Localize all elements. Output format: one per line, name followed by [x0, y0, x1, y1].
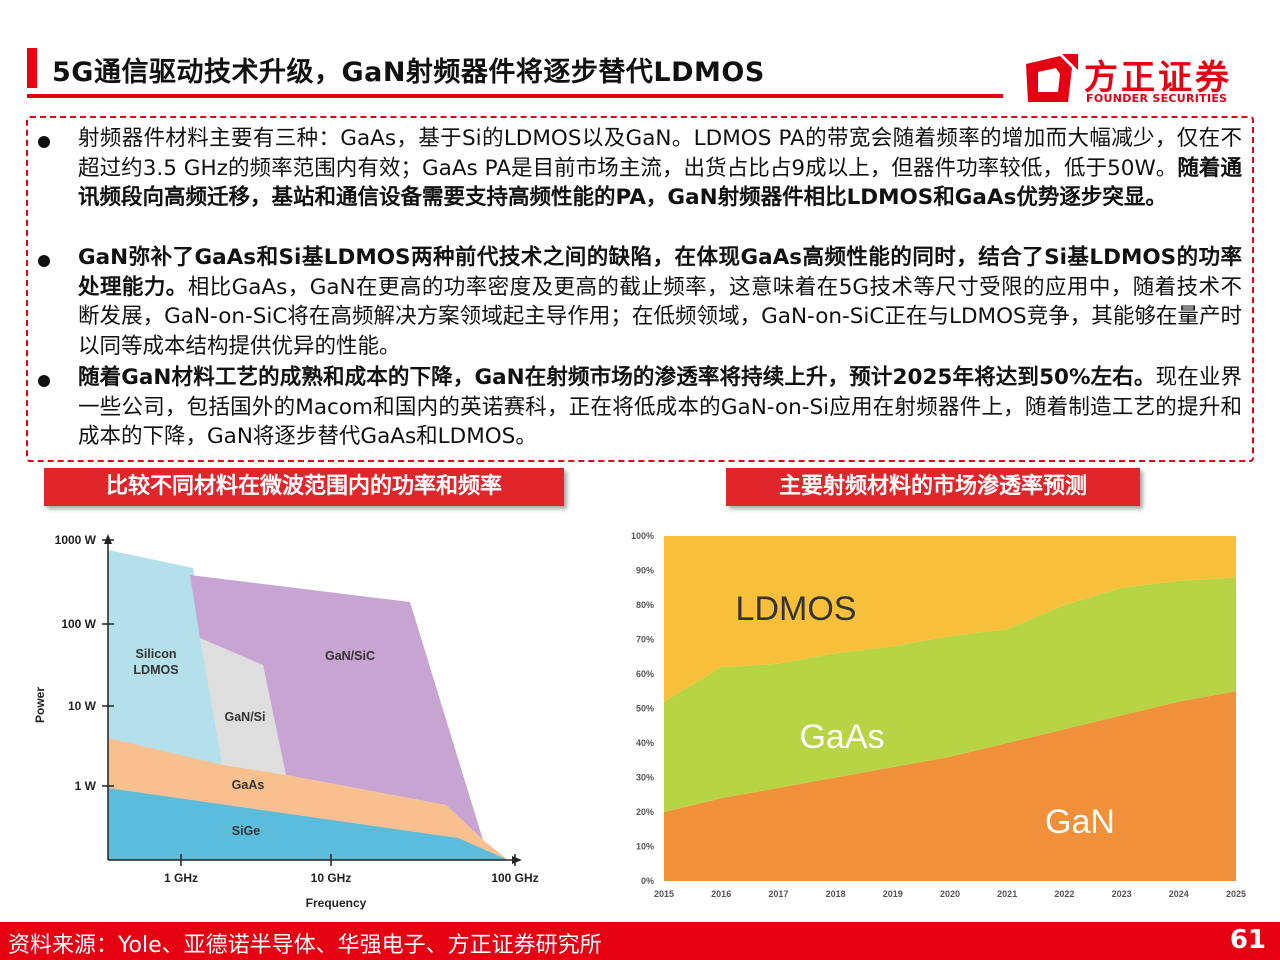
region-silicon-ldmos: [108, 550, 223, 765]
y-tick-label: 20%: [636, 807, 654, 817]
y-tick-label: 10 W: [68, 699, 97, 713]
bullet-3-bold: 随着GaN材料工艺的成熟和成本的下降，GaN在射频市场的渗透率将持续上升，预计2…: [78, 365, 1156, 390]
logo-mark-icon: [1026, 54, 1078, 102]
bullet-1-normal: 射频器件材料主要有三种：GaAs，基于Si的LDMOS以及GaN。LDMOS P…: [78, 126, 1242, 181]
y-tick-label: 70%: [636, 635, 654, 645]
x-tick-label: 1 GHz: [164, 871, 198, 885]
market-share-chart: 0% 10% 20% 30% 40% 50% 60% 70% 80% 90% 100% 2015 20…: [600, 520, 1260, 910]
x-tick-label: 2019: [883, 889, 903, 899]
bullet-dot: [38, 255, 50, 267]
region-label-gaas: GaAs: [232, 778, 265, 792]
x-tick-label: 2023: [1112, 889, 1132, 899]
right-chart-label: 主要射频材料的市场渗透率预测: [726, 468, 1140, 506]
series-label-gaas: GaAs: [799, 718, 884, 756]
area-gan: [664, 691, 1236, 881]
page-title: 5G通信驱动技术升级，GaN射频器件将逐步替代LDMOS: [52, 57, 765, 88]
region-gan-si: [200, 638, 286, 775]
bullet-2-normal: 相比GaAs，GaN在更高的功率密度及更高的截止频率，这意味着在5G技术等尺寸受…: [78, 274, 1242, 359]
company-logo: 方正证券 FOUNDER SECURITIES: [1022, 50, 1242, 108]
region-sige: [108, 788, 508, 860]
x-tick-label: 2024: [1169, 889, 1189, 899]
region-label-gan-si: GaN/Si: [225, 710, 266, 724]
area-gaas: [664, 577, 1236, 812]
series-label-ldmos: LDMOS: [736, 590, 857, 628]
y-tick-label: 90%: [636, 566, 654, 576]
y-tick-label: 10%: [636, 842, 654, 852]
title-underline: [27, 94, 1003, 98]
series-label-gan: GaN: [1045, 803, 1115, 841]
y-tick-label: 40%: [636, 738, 654, 748]
y-axis-title: Power: [33, 687, 47, 723]
x-tick-label: 2015: [654, 889, 674, 899]
y-tick-label: 1 W: [75, 779, 97, 793]
region-label-silicon: Silicon: [136, 647, 177, 661]
x-tick-label: 2016: [711, 889, 731, 899]
bullet-3-normal: 现在业界一些公司，包括国外的Macom和国内的英诺赛科，正在将低成本的GaN-o…: [78, 365, 1242, 449]
x-tick-label: 2020: [940, 889, 960, 899]
region-label-gan-sic: GaN/SiC: [325, 649, 375, 663]
region-label-ldmos: LDMOS: [133, 663, 178, 677]
x-axis-arrow: [512, 856, 522, 864]
bullet-2-bold: GaN弥补了GaAs和Si基LDMOS两种前代技术之间的缺陷，在体现GaAs高频…: [78, 245, 1242, 300]
y-tick-label: 80%: [636, 600, 654, 610]
y-tick-label: 100 W: [61, 617, 96, 631]
footer-source: 资料来源：Yole、亚德诺半导体、华强电子、方正证券研究所: [8, 933, 602, 958]
logo-subtitle: FOUNDER SECURITIES: [1086, 92, 1228, 105]
bullet-item-1: 射频器件材料主要有三种：GaAs，基于Si的LDMOS以及GaN。LDMOS P…: [38, 124, 1242, 213]
y-tick-label: 100%: [631, 531, 654, 541]
bullet-item-3: 随着GaN材料工艺的成熟和成本的下降，GaN在射频市场的渗透率将持续上升，预计2…: [38, 363, 1242, 452]
y-axis-arrow: [104, 534, 112, 544]
x-tick-label: 2018: [826, 889, 846, 899]
x-axis-title: Frequency: [306, 896, 367, 910]
logo-name: 方正证券: [1084, 58, 1232, 98]
y-tick-label: 1000 W: [55, 533, 97, 547]
y-tick-label: 30%: [636, 773, 654, 783]
page-number: 61: [1229, 925, 1266, 955]
left-chart-label: 比较不同材料在微波范围内的功率和频率: [44, 468, 564, 506]
y-tick-label: 0%: [641, 876, 654, 886]
region-label-sige: SiGe: [232, 824, 261, 838]
y-ticks: [102, 539, 114, 787]
bullet-dot: [38, 136, 50, 148]
x-ticks: [180, 854, 516, 866]
x-tick-label: 2017: [768, 889, 788, 899]
footer-bar: 资料来源：Yole、亚德诺半导体、华强电子、方正证券研究所 61: [0, 922, 1280, 960]
power-frequency-chart: 1000 W 100 W 10 W 1 W 1 GHz 10 GHz 100 G…: [33, 533, 539, 910]
region-gaas: [108, 738, 508, 860]
x-tick-label: 10 GHz: [311, 871, 352, 885]
x-tick-label: 2025: [1226, 889, 1246, 899]
y-tick-label: 50%: [636, 704, 654, 714]
x-tick-label: 100 GHz: [491, 871, 538, 885]
bullet-1-bold: 随着通讯频段向高频迁移，基站和通信设备需要支持高频性能的PA，GaN射频器件相比…: [78, 155, 1242, 211]
x-tick-label: 2022: [1054, 889, 1074, 899]
bullet-dot: [38, 375, 50, 387]
title-accent-bar: [27, 48, 37, 88]
region-gan-sic: [190, 575, 483, 840]
x-tick-label: 2021: [997, 889, 1017, 899]
y-tick-label: 60%: [636, 669, 654, 679]
bullet-item-2: GaN弥补了GaAs和Si基LDMOS两种前代技术之间的缺陷，在体现GaAs高频…: [38, 243, 1242, 361]
area-ldmos: [664, 536, 1236, 702]
summary-box: [26, 116, 1254, 462]
